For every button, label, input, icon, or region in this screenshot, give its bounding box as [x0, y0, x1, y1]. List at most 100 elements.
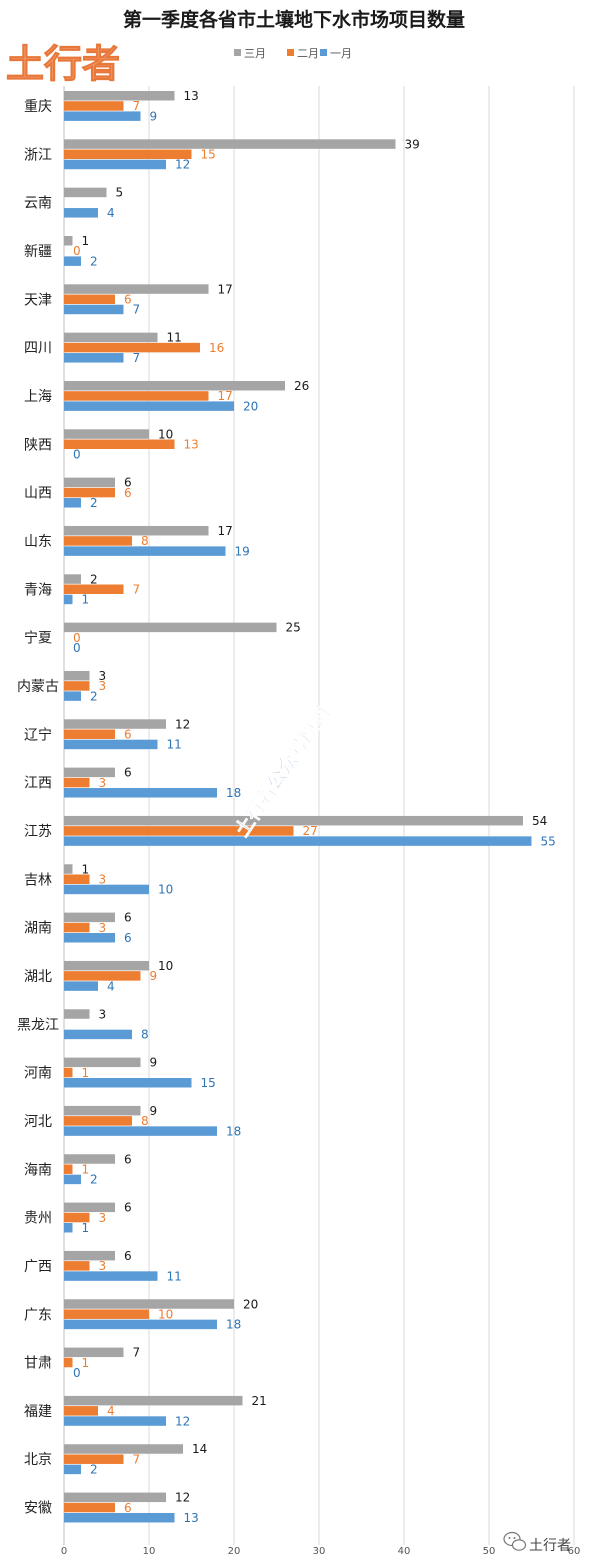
- category-label: 云南: [24, 196, 52, 212]
- category-label: 重庆: [24, 99, 52, 115]
- bar: [64, 294, 115, 305]
- data-label: 54: [532, 814, 547, 828]
- data-label: 11: [167, 738, 182, 752]
- data-label: 3: [99, 1007, 107, 1021]
- data-label: 5: [116, 186, 124, 200]
- data-label: 1: [82, 1066, 90, 1080]
- data-label: 0: [73, 1366, 81, 1380]
- bar: [64, 1009, 90, 1019]
- legend-swatch: [287, 49, 294, 56]
- data-label: 3: [99, 1211, 107, 1225]
- category-label: 贵州: [24, 1211, 52, 1227]
- data-label: 6: [124, 1249, 132, 1263]
- data-label: 0: [73, 448, 81, 462]
- x-tick-label: 50: [483, 1546, 496, 1557]
- bar: [64, 546, 226, 556]
- data-label: 3: [99, 872, 107, 886]
- category-label: 内蒙古: [17, 679, 59, 695]
- bar: [64, 864, 73, 874]
- bar: [64, 739, 158, 750]
- bar: [64, 1464, 81, 1475]
- bar: [64, 139, 396, 149]
- bar: [64, 1174, 81, 1185]
- data-label: 21: [252, 1394, 267, 1408]
- data-label: 10: [158, 883, 173, 897]
- chart-gridlines: [63, 86, 575, 1545]
- bar: [64, 487, 115, 498]
- data-label: 6: [124, 1201, 132, 1215]
- data-label: 1: [82, 862, 90, 876]
- data-label: 27: [303, 824, 318, 838]
- bar: [64, 912, 115, 923]
- data-label: 19: [235, 544, 250, 558]
- data-label: 1: [82, 1162, 90, 1176]
- category-label: 安徽: [24, 1501, 52, 1517]
- legend-swatch: [320, 49, 327, 56]
- bar: [64, 159, 166, 170]
- data-label: 12: [175, 158, 190, 172]
- bar: [64, 477, 115, 488]
- data-label: 17: [218, 389, 233, 403]
- data-label: 10: [158, 1307, 173, 1321]
- bar: [64, 439, 175, 450]
- data-label: 9: [150, 1104, 158, 1118]
- bar: [64, 884, 149, 895]
- data-label: 11: [167, 1269, 182, 1283]
- bar: [64, 187, 107, 198]
- bar: [64, 1202, 115, 1213]
- data-label: 39: [405, 137, 420, 151]
- data-label: 2: [90, 1463, 98, 1477]
- data-label: 0: [73, 641, 81, 655]
- data-label: 18: [226, 1318, 241, 1332]
- data-label: 4: [107, 1404, 115, 1418]
- bar: [64, 1299, 234, 1309]
- data-label: 0: [73, 244, 81, 258]
- bar: [64, 284, 209, 294]
- data-label: 2: [90, 254, 98, 268]
- bar: [64, 1164, 73, 1174]
- legend-label: 一月: [330, 47, 352, 60]
- data-label: 1: [82, 234, 90, 248]
- category-label: 山西: [24, 486, 52, 502]
- bar: [64, 1212, 90, 1223]
- legend-label: 二月: [297, 47, 319, 60]
- x-tick-label: 30: [313, 1546, 326, 1557]
- bar: [64, 1029, 132, 1040]
- data-label: 17: [218, 524, 233, 538]
- data-label: 7: [133, 1346, 141, 1360]
- bar: [64, 1309, 149, 1319]
- data-label: 6: [124, 1501, 132, 1515]
- data-label: 17: [218, 282, 233, 296]
- category-label: 新疆: [24, 244, 52, 260]
- data-label: 2: [90, 496, 98, 510]
- category-label: 福建: [24, 1404, 52, 1420]
- bar: [64, 971, 141, 981]
- data-label: 20: [243, 399, 258, 413]
- bar: [64, 111, 141, 121]
- bar: [64, 429, 149, 439]
- bar: [64, 536, 132, 546]
- category-label: 广东: [24, 1307, 52, 1323]
- bar: [64, 101, 124, 111]
- chart-bars: 重庆1379浙江391512云南54新疆102天津1767四川11167上海26…: [17, 89, 556, 1525]
- bar: [64, 815, 523, 826]
- category-label: 浙江: [24, 147, 52, 163]
- x-axis-tick-labels: 0 10 20 30 40 50 60: [61, 1546, 581, 1557]
- category-label: 北京: [24, 1452, 52, 1468]
- bar: [64, 342, 200, 353]
- data-label: 16: [209, 341, 224, 355]
- bar: [64, 380, 285, 391]
- bar: [64, 1395, 243, 1406]
- bar: [64, 208, 98, 218]
- data-label: 13: [184, 89, 199, 103]
- legend-label: 三月: [244, 47, 266, 60]
- bar: [64, 1116, 132, 1126]
- data-label: 9: [150, 109, 158, 123]
- bar: [64, 1357, 73, 1368]
- data-label: 25: [286, 621, 301, 635]
- data-label: 3: [99, 1259, 107, 1273]
- data-label: 10: [158, 427, 173, 441]
- data-label: 1: [82, 1221, 90, 1235]
- bar: [64, 594, 73, 605]
- bar: [64, 874, 90, 884]
